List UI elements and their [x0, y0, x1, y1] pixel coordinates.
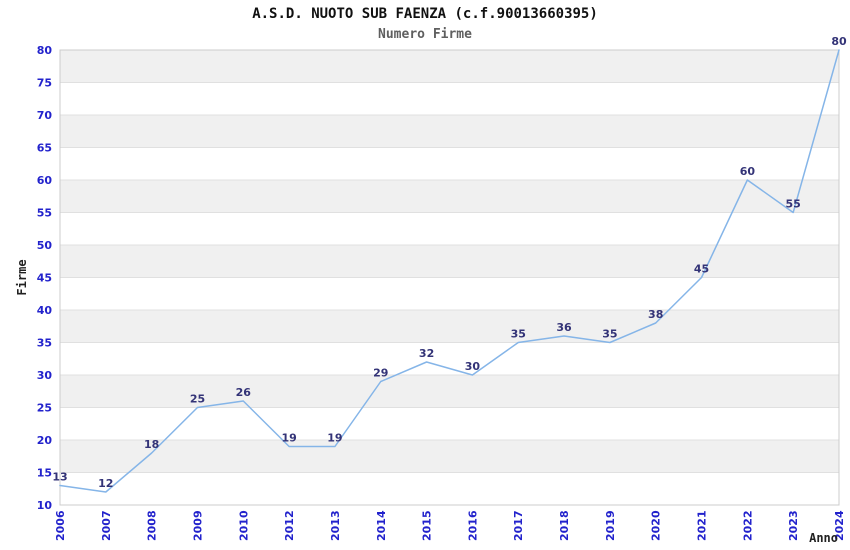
- x-tick-label: 2021: [696, 510, 709, 541]
- plot-band: [60, 440, 839, 473]
- y-tick-label: 60: [37, 174, 53, 187]
- y-tick-label: 45: [37, 272, 52, 285]
- y-tick-label: 80: [37, 44, 53, 57]
- plot-band: [60, 180, 839, 213]
- y-tick-label: 35: [37, 337, 52, 350]
- y-tick-label: 10: [37, 499, 53, 512]
- plot-band: [60, 310, 839, 343]
- y-tick-label: 40: [37, 304, 53, 317]
- x-tick-label: 2022: [741, 510, 754, 541]
- plot-band: [60, 50, 839, 83]
- chart-title: A.S.D. NUOTO SUB FAENZA (c.f.90013660395…: [252, 6, 598, 22]
- data-point-label: 36: [556, 321, 572, 334]
- data-point-label: 25: [190, 393, 205, 406]
- y-tick-label: 50: [37, 239, 53, 252]
- labels-group: 13 12 18 25 26 19 19 29 32 30 35 36 35 38 45 60 55 80 2006…: [37, 35, 847, 541]
- x-tick-label: 2024: [833, 510, 846, 541]
- y-tick-label: 55: [37, 207, 52, 220]
- data-point-label: 18: [144, 438, 159, 451]
- data-point-label: 13: [52, 471, 67, 484]
- plot-band: [60, 375, 839, 408]
- plot-bands-group: [60, 50, 839, 473]
- x-tick-label: 2018: [558, 510, 571, 541]
- y-tick-label: 25: [37, 402, 52, 415]
- data-point-label: 30: [465, 360, 481, 373]
- data-point-label: 55: [786, 198, 801, 211]
- y-axis-title: Firme: [15, 259, 29, 295]
- data-point-label: 32: [419, 347, 434, 360]
- x-tick-label: 2006: [54, 510, 67, 541]
- data-point-label: 45: [694, 263, 709, 276]
- chart-subtitle: Numero Firme: [378, 27, 472, 42]
- data-point-label: 60: [740, 165, 756, 178]
- x-tick-label: 2013: [329, 510, 342, 541]
- data-point-label: 35: [511, 328, 526, 341]
- data-point-label: 19: [327, 432, 342, 445]
- gridlines-group: [59, 49, 840, 506]
- series-line: [59, 49, 840, 493]
- y-tick-label: 75: [37, 77, 52, 90]
- x-axis-title: Anno: [809, 531, 838, 545]
- x-tick-label: 2007: [100, 510, 113, 541]
- data-point-label: 80: [831, 35, 847, 48]
- x-tick-label: 2019: [604, 510, 617, 541]
- x-tick-label: 2012: [283, 510, 296, 541]
- data-point-label: 38: [648, 308, 663, 321]
- x-tick-label: 2010: [237, 510, 250, 541]
- y-tick-label: 30: [37, 369, 53, 382]
- data-point-label: 26: [236, 386, 252, 399]
- y-tick-label: 20: [37, 434, 53, 447]
- data-point-label: 19: [281, 432, 296, 445]
- x-tick-label: 2009: [191, 510, 204, 541]
- series-group: [59, 49, 840, 493]
- x-tick-label: 2023: [787, 510, 800, 541]
- data-point-label: 12: [98, 477, 113, 490]
- x-tick-label: 2017: [512, 510, 525, 541]
- y-tick-label: 15: [37, 467, 52, 480]
- x-tick-label: 2015: [421, 510, 434, 541]
- plot-border: [59, 49, 840, 506]
- y-tick-label: 65: [37, 142, 52, 155]
- x-tick-label: 2014: [375, 510, 388, 541]
- data-point-label: 29: [373, 367, 388, 380]
- x-tick-label: 2008: [146, 510, 159, 541]
- x-tick-label: 2020: [650, 510, 663, 541]
- plot-band: [60, 115, 839, 148]
- x-tick-label: 2016: [466, 510, 479, 541]
- plot-band: [60, 245, 839, 278]
- y-tick-label: 70: [37, 109, 53, 122]
- data-point-label: 35: [602, 328, 617, 341]
